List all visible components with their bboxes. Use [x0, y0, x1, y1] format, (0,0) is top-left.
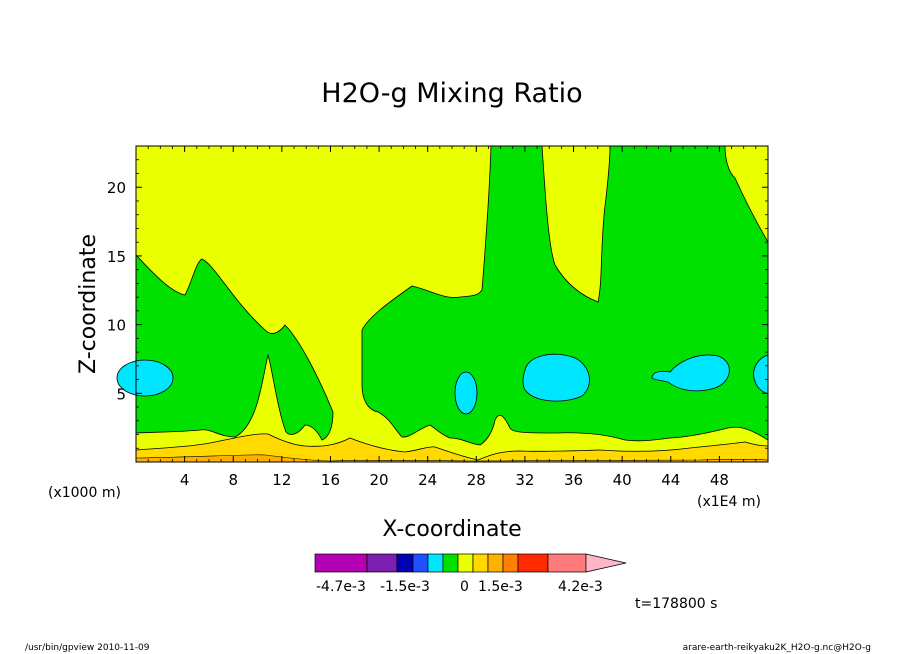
x-tick-label: 44	[661, 471, 680, 489]
x-tick-label: 32	[515, 471, 534, 489]
colorbar-segment	[442, 553, 459, 573]
colorbar	[314, 553, 627, 573]
colorbar-tick-label: 1.5e-3	[478, 579, 523, 595]
colorbar-segment	[502, 553, 519, 573]
y-tick-label: 10	[107, 317, 126, 335]
x-tick-label: 16	[321, 471, 340, 489]
y-axis-label: Z-coordinate	[76, 234, 101, 374]
cyan-blob-32	[522, 353, 590, 402]
x-tick-label: 12	[272, 471, 291, 489]
colorbar-segment	[487, 553, 504, 573]
green-region-main	[135, 253, 334, 441]
colorbar-tick-label: -1.5e-3	[380, 579, 430, 595]
y-tick-label: 15	[107, 248, 126, 266]
gold-band	[135, 433, 769, 463]
plot-area	[116, 145, 769, 463]
x-tick-label: 40	[613, 471, 632, 489]
colorbar-segment	[396, 553, 414, 573]
colorbar-tick-label: 4.2e-3	[558, 579, 603, 595]
colorbar-segment	[427, 553, 444, 573]
cyan-blob-right	[753, 354, 769, 395]
y-tick-label: 20	[107, 179, 126, 197]
colorbar-labels: -4.7e-3 -1.5e-3 0 1.5e-3 4.2e-3	[316, 579, 603, 595]
colorbar-segment	[472, 553, 489, 573]
footer-left: /usr/bin/gpview 2010-11-09	[25, 643, 150, 653]
footer-right: arare-earth-reikyaku2K_H2O-g.nc@H2O-g	[682, 643, 871, 653]
colorbar-tick-label: -4.7e-3	[316, 579, 366, 595]
y-tick-label: 5	[116, 385, 126, 403]
cyan-blob-28	[454, 371, 478, 415]
colorbar-segment	[412, 553, 429, 573]
colorbar-segment	[457, 553, 474, 573]
colorbar-segment	[517, 553, 549, 573]
colorbar-segment	[547, 553, 587, 573]
cyan-blob-46	[651, 354, 730, 392]
colorbar-segment	[366, 553, 398, 573]
x-tick-label: 4	[180, 471, 190, 489]
colorbar-arrow	[585, 553, 627, 573]
x-tick-label: 48	[710, 471, 729, 489]
green-region-right	[361, 145, 769, 446]
x-multiplier-label: (x1E4 m)	[697, 494, 761, 510]
y-axis: 5 10 15 20	[107, 159, 768, 449]
x-unit-label: (x1000 m)	[48, 485, 121, 501]
x-tick-label: 28	[467, 471, 486, 489]
x-axis: 4 8 12 16 20 24 28 32 36 40 44 48	[147, 146, 757, 489]
x-tick-label: 20	[370, 471, 389, 489]
x-tick-label: 8	[228, 471, 238, 489]
chart-title: H2O-g Mixing Ratio	[321, 78, 582, 109]
colorbar-tick-label: 0	[460, 579, 469, 595]
cyan-blob-left	[116, 359, 174, 397]
x-tick-label: 24	[418, 471, 437, 489]
x-axis-label: X-coordinate	[382, 517, 521, 542]
time-label: t=178800 s	[635, 596, 717, 612]
x-tick-label: 36	[564, 471, 583, 489]
colorbar-segment	[314, 553, 368, 573]
